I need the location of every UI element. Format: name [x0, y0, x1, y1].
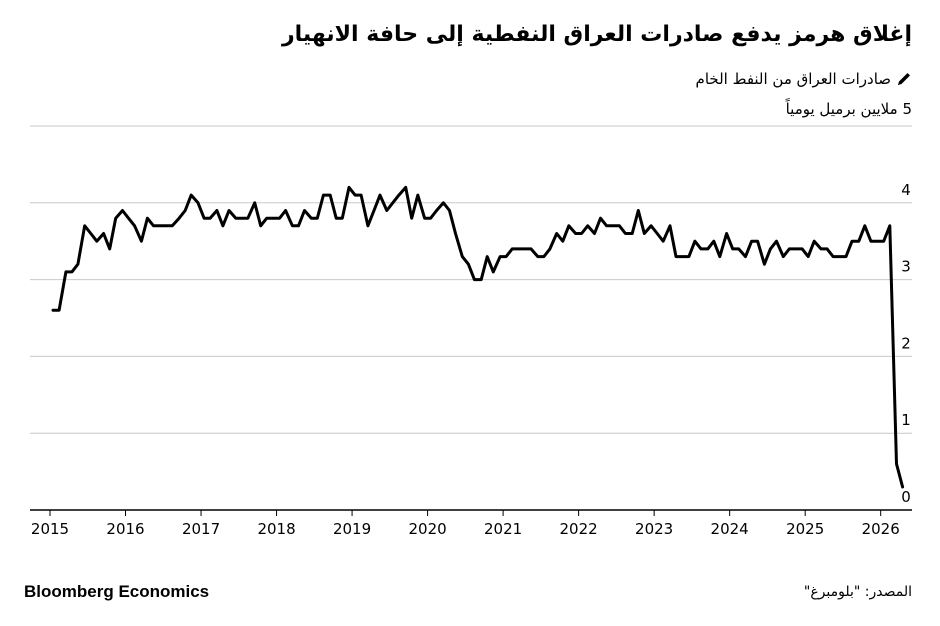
x-tick-label: 2016 — [106, 520, 144, 538]
y-tick-label: 3 — [901, 258, 911, 276]
x-tick-label: 2026 — [862, 520, 900, 538]
y-tick-label: 4 — [901, 181, 911, 199]
x-tick-label: 2025 — [786, 520, 824, 538]
x-tick-label: 2017 — [182, 520, 220, 538]
x-tick-label: 2020 — [408, 520, 446, 538]
unit-label-text: ملايين برميل يومياً — [785, 100, 898, 118]
y-tick-label: 0 — [901, 488, 911, 506]
x-tick-label: 2023 — [635, 520, 673, 538]
legend-label: صادرات العراق من النفط الخام — [695, 70, 891, 88]
y-tick-label-top: 5 — [897, 100, 912, 118]
legend: صادرات العراق من النفط الخام — [696, 70, 912, 88]
x-tick-label: 2018 — [257, 520, 295, 538]
series-line-iraq-crude-exports — [51, 185, 905, 489]
brand-logo-text: Bloomberg Economics — [24, 582, 210, 601]
x-tick-label: 2015 — [31, 520, 69, 538]
source-note: المصدر: "بلومبرغ" — [803, 584, 912, 600]
chart-title: إغلاق هرمز يدفع صادرات العراق النفطية إل… — [281, 22, 912, 47]
y-tick-label: 1 — [901, 411, 911, 429]
x-tick-label: 2024 — [711, 520, 749, 538]
x-tick-label: 2022 — [560, 520, 598, 538]
x-tick-label: 2019 — [333, 520, 371, 538]
pencil-icon — [896, 71, 912, 87]
x-tick-label: 2021 — [484, 520, 522, 538]
y-tick-label: 2 — [901, 334, 911, 352]
unit-label: 5 ملايين برميل يومياً — [786, 100, 912, 118]
